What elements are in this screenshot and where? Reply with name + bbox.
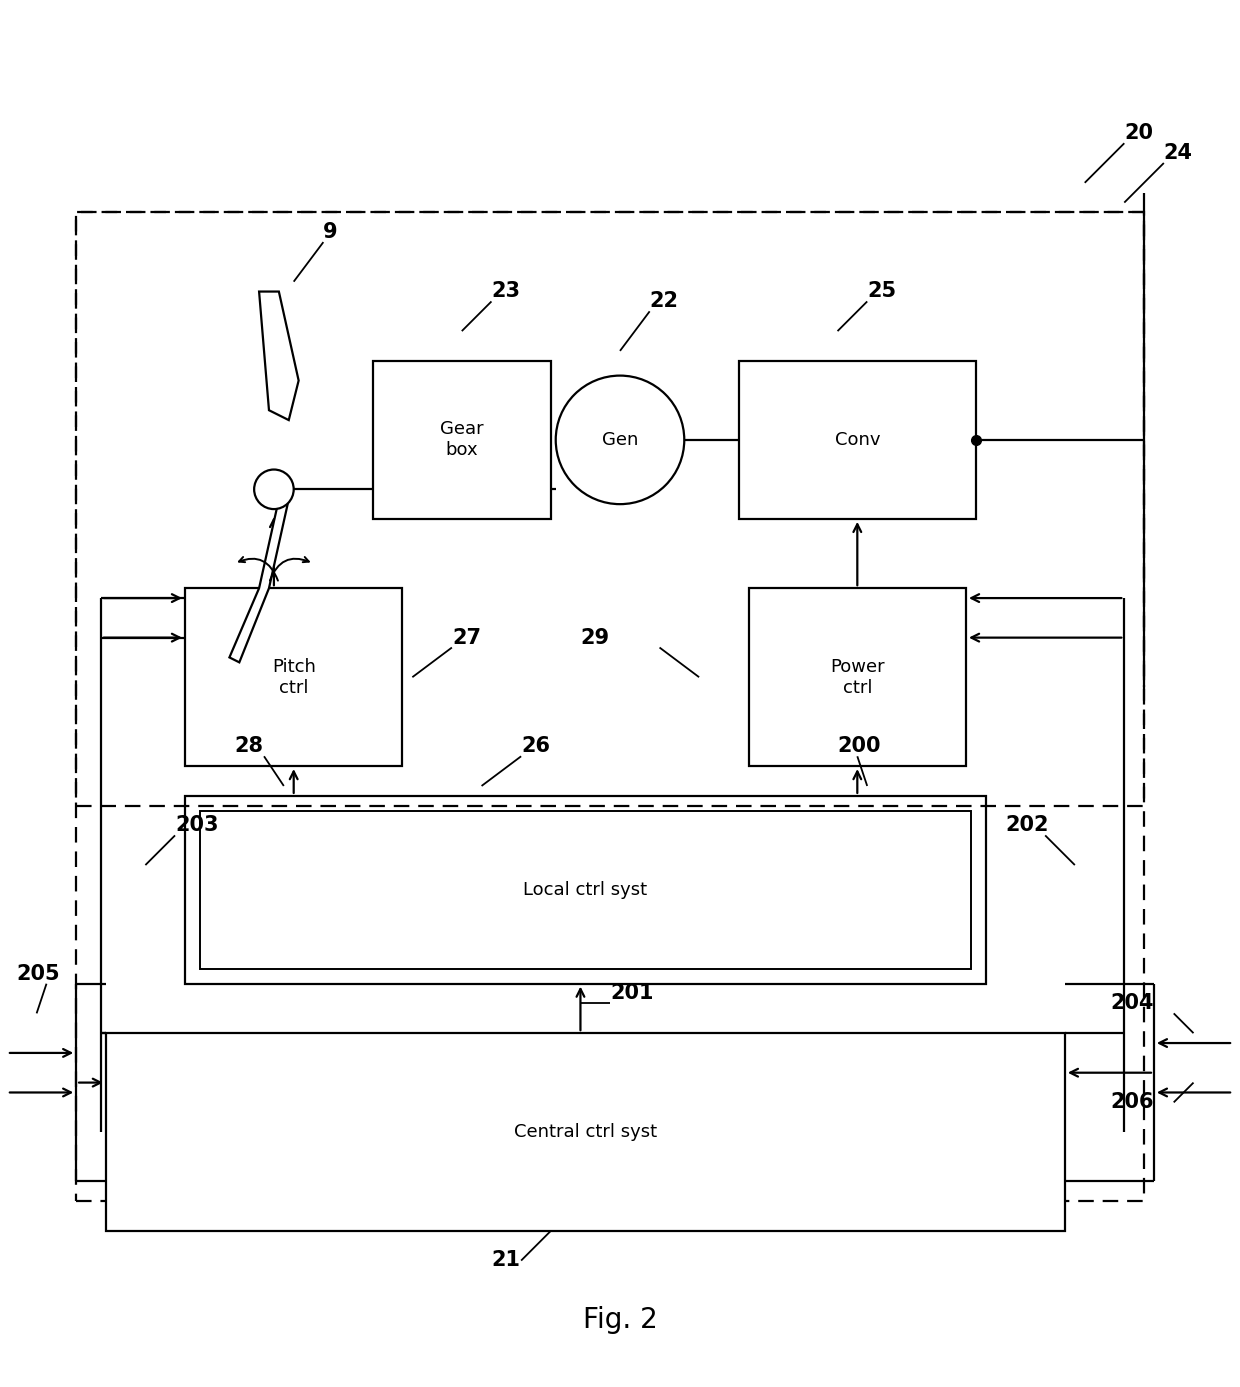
Text: Fig. 2: Fig. 2 xyxy=(583,1307,657,1334)
Text: 201: 201 xyxy=(610,983,653,1003)
Text: 206: 206 xyxy=(1111,1092,1154,1112)
Text: 26: 26 xyxy=(521,736,551,756)
Text: 29: 29 xyxy=(580,627,610,648)
Text: 20: 20 xyxy=(1125,123,1153,143)
Text: 24: 24 xyxy=(1164,143,1193,164)
Bar xyxy=(739,361,976,519)
Text: 203: 203 xyxy=(175,816,218,835)
Text: 204: 204 xyxy=(1111,993,1154,1014)
Text: 23: 23 xyxy=(491,282,521,301)
Text: 22: 22 xyxy=(650,291,678,311)
Text: Pitch
ctrl: Pitch ctrl xyxy=(272,657,316,696)
Bar xyxy=(200,810,971,970)
Circle shape xyxy=(556,376,684,503)
Text: Power
ctrl: Power ctrl xyxy=(830,657,884,696)
Polygon shape xyxy=(259,291,299,420)
Bar xyxy=(373,361,551,519)
Bar xyxy=(76,212,1145,806)
Bar xyxy=(185,796,986,983)
Bar xyxy=(105,1033,1065,1230)
Text: Central ctrl syst: Central ctrl syst xyxy=(513,1123,657,1142)
Text: Gear
box: Gear box xyxy=(440,420,484,459)
Text: 27: 27 xyxy=(451,627,481,648)
Text: Conv: Conv xyxy=(835,431,880,449)
Polygon shape xyxy=(229,499,289,663)
Text: 205: 205 xyxy=(17,964,61,983)
Bar xyxy=(185,588,403,766)
Text: 21: 21 xyxy=(491,1251,521,1270)
Bar xyxy=(76,212,1145,1201)
Circle shape xyxy=(254,470,294,509)
Text: Gen: Gen xyxy=(601,431,639,449)
Text: 28: 28 xyxy=(234,736,263,756)
Text: 25: 25 xyxy=(867,282,897,301)
Text: Local ctrl syst: Local ctrl syst xyxy=(523,881,647,899)
Text: 200: 200 xyxy=(837,736,882,756)
Text: 202: 202 xyxy=(1006,816,1049,835)
Bar xyxy=(749,588,966,766)
Text: 9: 9 xyxy=(324,222,339,243)
